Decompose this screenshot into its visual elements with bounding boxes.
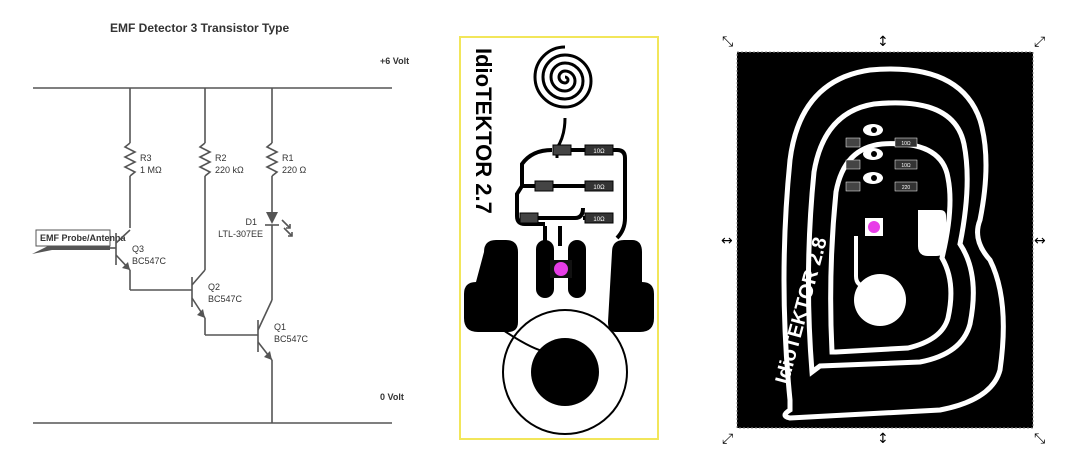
v27-battery-pad — [531, 338, 599, 406]
v28-part-1: 10Ω — [901, 141, 911, 147]
v27-part-3: 10Ω — [593, 217, 605, 223]
r1-value: 220 Ω — [282, 165, 307, 175]
pcb-v28: 10Ω 10Ω 220 IdioTEKTOR 2.8 — [736, 51, 1034, 429]
probe-label: EMF Probe/Antenna — [40, 233, 126, 243]
resize-handle-top-right-icon[interactable]: ⤢ — [1034, 34, 1045, 50]
v28-battery-pad — [854, 274, 906, 326]
q3-part: BC547C — [132, 256, 167, 266]
resistor-r2 — [198, 142, 212, 177]
resize-handle-bottom-right-icon[interactable]: ⤡ — [1034, 431, 1045, 447]
schematic: EMF Detector 3 Transistor Type +6 Volt 0… — [32, 21, 409, 424]
outer-ring-trace — [781, 66, 1006, 421]
v27-part-2: 10Ω — [593, 185, 605, 191]
d1-name: D1 — [245, 217, 257, 227]
v27-components — [519, 144, 614, 224]
q1-part: BC547C — [274, 334, 309, 344]
pad-v28-right — [918, 210, 946, 256]
d1-part: LTL-307EE — [218, 229, 263, 239]
pad-right — [608, 240, 654, 332]
supply-label: +6 Volt — [380, 56, 409, 66]
v28-part-2: 10Ω — [901, 163, 911, 169]
r3-value: 1 MΩ — [140, 165, 162, 175]
spiral-antenna — [533, 45, 593, 109]
resistor-r3 — [123, 142, 137, 177]
resize-handle-bottom-icon[interactable]: ↕ — [877, 431, 889, 447]
resize-handle-bottom-left-icon[interactable]: ⤢ — [722, 431, 733, 447]
r2-name: R2 — [215, 153, 227, 163]
schematic-title: EMF Detector 3 Transistor Type — [110, 21, 289, 35]
v28-part-3: 220 — [902, 185, 911, 191]
led-highlight-v28 — [868, 221, 880, 233]
transistor-q3 — [115, 229, 192, 291]
ground-label: 0 Volt — [380, 392, 404, 402]
r2-value: 220 kΩ — [215, 165, 244, 175]
transistor-q1 — [257, 299, 273, 423]
selection-box — [736, 51, 1034, 429]
resistor-r1 — [265, 142, 279, 177]
v27-outer-ring — [502, 309, 628, 435]
led-pad-highlight — [554, 262, 568, 276]
resize-handle-top-icon[interactable]: ↕ — [877, 34, 889, 50]
transistor-q2 — [191, 269, 258, 336]
emf-probe-antenna — [32, 229, 116, 254]
pad-center-left — [536, 240, 554, 298]
v28-components — [845, 124, 918, 192]
r3-name: R3 — [140, 153, 152, 163]
resize-handle-right-icon[interactable]: ↔ — [1034, 233, 1046, 249]
resize-handle-top-left-icon[interactable]: ⤡ — [722, 34, 733, 50]
v27-part-1: 10Ω — [593, 149, 605, 155]
q2-part: BC547C — [208, 294, 243, 304]
selection-handles[interactable]: ⤡ ↕ ⤢ ↔ ↔ ⤢ ↕ ⤡ — [721, 34, 1046, 447]
q2-name: Q2 — [208, 282, 220, 292]
q3-name: Q3 — [132, 244, 144, 254]
q1-name: Q1 — [274, 322, 286, 332]
resize-handle-left-icon[interactable]: ↔ — [721, 233, 733, 249]
pcb-v27: 10Ω 10Ω 10Ω IdioTEKTOR 2.7 — [459, 36, 659, 440]
pad-left — [464, 240, 518, 332]
pcb-v27-title: IdioTEKTOR 2.7 — [471, 48, 496, 214]
pad-center-right — [568, 240, 586, 298]
led-d1 — [265, 212, 293, 237]
r1-name: R1 — [282, 153, 294, 163]
